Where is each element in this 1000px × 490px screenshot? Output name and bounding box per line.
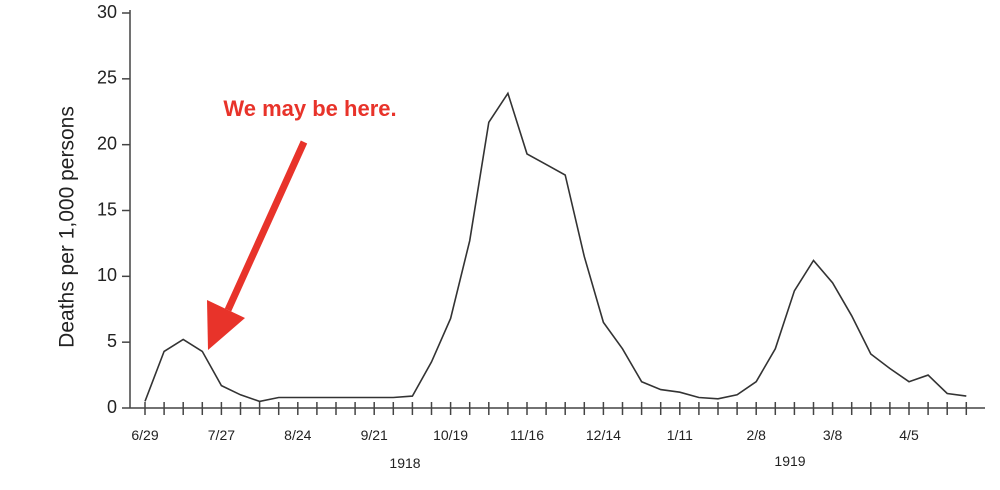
x-tick-label: 7/27 <box>208 427 235 443</box>
arrow-head <box>207 300 245 350</box>
x-tick-label: 11/16 <box>510 427 544 443</box>
y-axis-label: Deaths per 1,000 persons <box>56 106 79 348</box>
annotation-arrow <box>207 140 308 350</box>
x-tick-label: 3/8 <box>823 427 843 443</box>
data-line <box>144 91 967 403</box>
year-label: 1918 <box>389 455 420 471</box>
year-label: 1919 <box>774 453 805 469</box>
x-tick-label: 1/11 <box>667 427 693 443</box>
x-tick-label: 2/8 <box>746 427 766 443</box>
y-tick-label: 5 <box>107 331 117 351</box>
y-tick-label: 30 <box>97 2 117 22</box>
x-tick-label: 4/5 <box>899 427 919 443</box>
x-tick-label: 12/14 <box>586 427 621 443</box>
y-tick-label: 0 <box>107 397 117 417</box>
y-tick-label: 25 <box>97 68 117 88</box>
x-tick-label: 8/24 <box>284 427 311 443</box>
annotation: We may be here. <box>223 96 396 121</box>
x-tick-label: 10/19 <box>433 427 468 443</box>
y-tick-label: 20 <box>97 133 117 153</box>
x-tick-label: 9/21 <box>361 427 388 443</box>
y-tick-label: 10 <box>97 265 117 285</box>
arrow-shaft <box>224 140 308 312</box>
x-tick-label: 6/29 <box>131 427 158 443</box>
y-tick-label: 15 <box>97 199 117 219</box>
